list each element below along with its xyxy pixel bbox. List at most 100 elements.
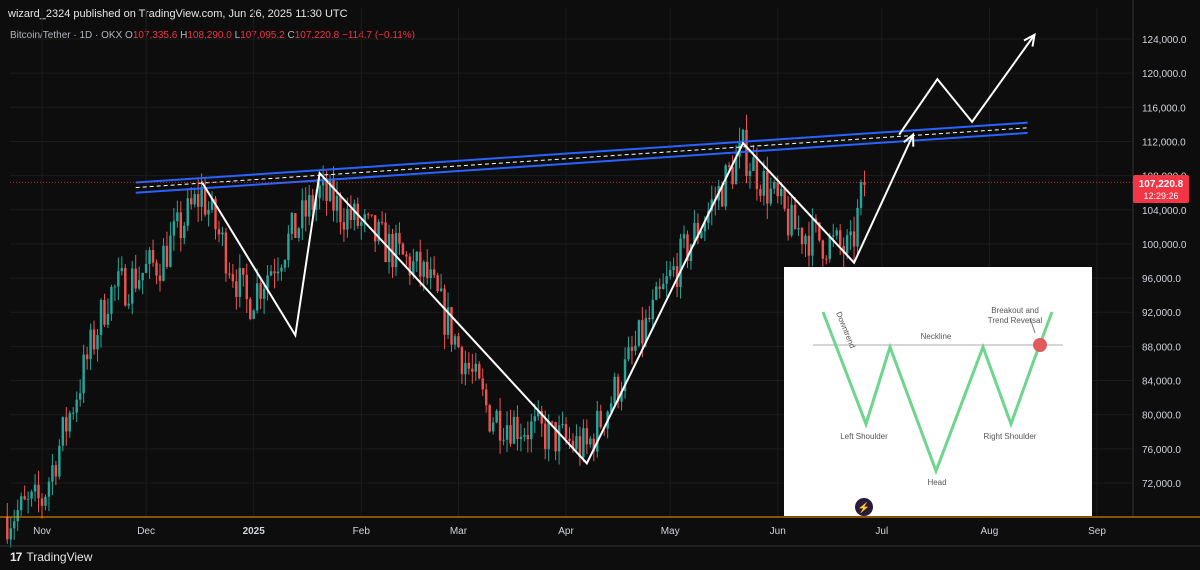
candle-body — [818, 222, 821, 241]
candle-body — [616, 376, 620, 402]
target-arrowhead — [1023, 32, 1036, 47]
candle-body — [155, 262, 158, 276]
candle-body — [537, 410, 540, 417]
candle-body — [401, 243, 405, 255]
candle-body — [249, 299, 252, 319]
tradingview-logo-icon: 17 — [10, 550, 22, 564]
candle-body — [148, 250, 151, 265]
candle-body — [696, 222, 700, 238]
candle-body — [613, 376, 616, 404]
candle-body — [648, 317, 651, 320]
candle-body — [519, 436, 523, 439]
candle-body — [703, 222, 707, 232]
candle-body — [165, 245, 169, 267]
candle-body — [141, 272, 144, 281]
y-tick-label: 84,000.0 — [1142, 377, 1181, 388]
candle-body — [283, 260, 287, 268]
candle-body — [328, 179, 332, 201]
candle-body — [186, 198, 189, 226]
candle-body — [51, 465, 54, 482]
y-tick-label: 104,000.0 — [1142, 206, 1187, 217]
candle-body — [429, 269, 432, 279]
candle-body — [203, 186, 207, 215]
candle-body — [131, 268, 134, 304]
candle-body — [450, 307, 453, 345]
candle-body — [346, 208, 349, 230]
candle-body — [391, 233, 394, 268]
pattern-path — [821, 311, 1054, 476]
candle-body — [214, 198, 217, 230]
candle-body — [280, 267, 283, 272]
candle-body — [207, 209, 210, 215]
candle-body — [759, 189, 762, 196]
candle-body — [54, 465, 58, 477]
candle-body — [505, 425, 509, 440]
candle-body — [72, 412, 75, 414]
candle-body — [228, 273, 231, 275]
last-price-value: 107,220.8 — [1139, 179, 1184, 190]
candle-body — [124, 267, 127, 306]
candle-body — [82, 354, 85, 394]
candle-body — [686, 234, 689, 261]
candle-body — [134, 268, 137, 289]
candle-body — [262, 288, 266, 299]
candle-body — [183, 225, 186, 239]
candle-body — [630, 347, 634, 351]
candle-body — [432, 269, 436, 276]
candle-body — [752, 157, 755, 171]
candle-body — [478, 363, 481, 379]
candle-body — [96, 335, 99, 350]
candle-body — [47, 481, 51, 497]
candle-body — [439, 288, 443, 292]
candle-body — [731, 167, 734, 185]
candle-body — [61, 417, 65, 446]
candle-body — [734, 156, 738, 185]
candle-body — [65, 417, 68, 432]
candle-body — [821, 240, 825, 259]
high-value: 108,290.0 — [187, 30, 232, 41]
candle-body — [661, 283, 665, 289]
candle-body — [766, 170, 769, 204]
candle-body — [828, 236, 831, 259]
candle-body — [169, 235, 172, 267]
candle-body — [92, 329, 96, 350]
y-tick-label: 80,000.0 — [1142, 411, 1181, 422]
candle-body — [325, 178, 328, 201]
candle-body — [488, 405, 491, 432]
candle-body — [44, 496, 47, 506]
channel-mid-line — [135, 127, 1028, 189]
candle-body — [200, 186, 203, 207]
candle-body — [127, 303, 130, 306]
candle-body — [273, 271, 276, 274]
change-value: −114.7 (−0.11%) — [341, 30, 415, 41]
candle-body — [856, 207, 859, 247]
candle-body — [436, 275, 439, 292]
head-label: Head — [927, 478, 946, 487]
tradingview-brand: TradingView — [26, 550, 93, 564]
candle-body — [769, 188, 772, 204]
neckline-label: Neckline — [921, 332, 952, 341]
candle-body — [37, 484, 40, 499]
candle-body — [242, 268, 245, 275]
left-shoulder-label: Left Shoulder — [840, 432, 888, 441]
price-channel — [135, 121, 1028, 194]
candle-body — [491, 422, 495, 432]
candle-body — [217, 229, 221, 235]
candle-body — [790, 204, 793, 236]
candle-body — [589, 438, 592, 445]
candle-body — [779, 188, 783, 197]
candle-body — [360, 221, 363, 226]
right-shoulder-label: Right Shoulder — [984, 432, 1037, 441]
close-value: 107,220.8 — [294, 30, 340, 41]
high-label: H — [180, 30, 188, 41]
tradingview-logo[interactable]: 17 TradingView — [10, 550, 92, 564]
candle-body — [269, 271, 273, 276]
candle-body — [599, 410, 602, 428]
candle-body — [755, 157, 759, 190]
candle-body — [707, 210, 710, 223]
candle-body — [498, 410, 502, 441]
candle-body — [464, 362, 467, 375]
candle-body — [773, 182, 776, 189]
candle-body — [151, 250, 155, 263]
